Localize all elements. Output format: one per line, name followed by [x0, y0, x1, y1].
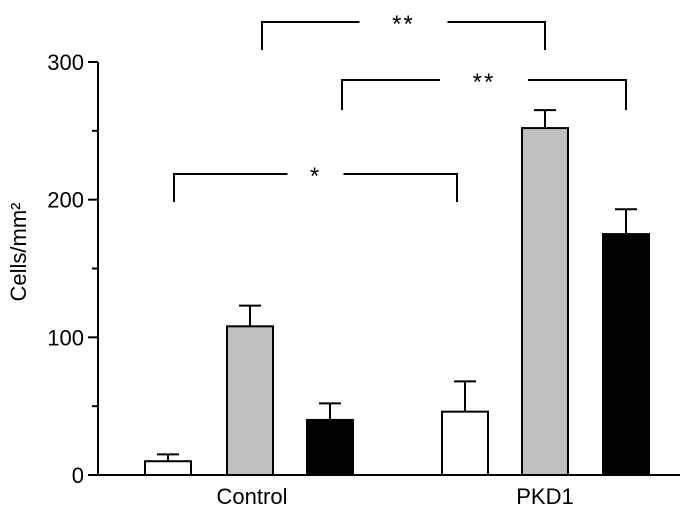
- significance-bracket: [341, 79, 627, 110]
- bar: [521, 127, 569, 477]
- y-axis-title: Cells/mm²: [6, 203, 31, 302]
- bars: [144, 109, 650, 477]
- significance-brackets: *****: [173, 11, 627, 202]
- bar: [226, 325, 274, 476]
- significance-label: **: [473, 69, 496, 96]
- y-tick-label: 100: [47, 325, 84, 350]
- significance-bracket: [261, 21, 546, 50]
- axes: 0 100 200 300 Control PKD1: [47, 50, 680, 509]
- bar: [306, 418, 354, 476]
- significance-label: *: [310, 163, 321, 190]
- y-tick-label: 300: [47, 50, 84, 75]
- significance-bracket: [173, 173, 458, 202]
- bar: [144, 460, 192, 477]
- x-category-label: PKD1: [516, 484, 573, 509]
- significance-label: **: [392, 11, 415, 38]
- bar: [602, 233, 650, 476]
- y-tick-label: 0: [72, 463, 84, 488]
- bar: [441, 410, 489, 477]
- x-category-label: Control: [217, 484, 288, 509]
- y-tick-label: 200: [47, 188, 84, 213]
